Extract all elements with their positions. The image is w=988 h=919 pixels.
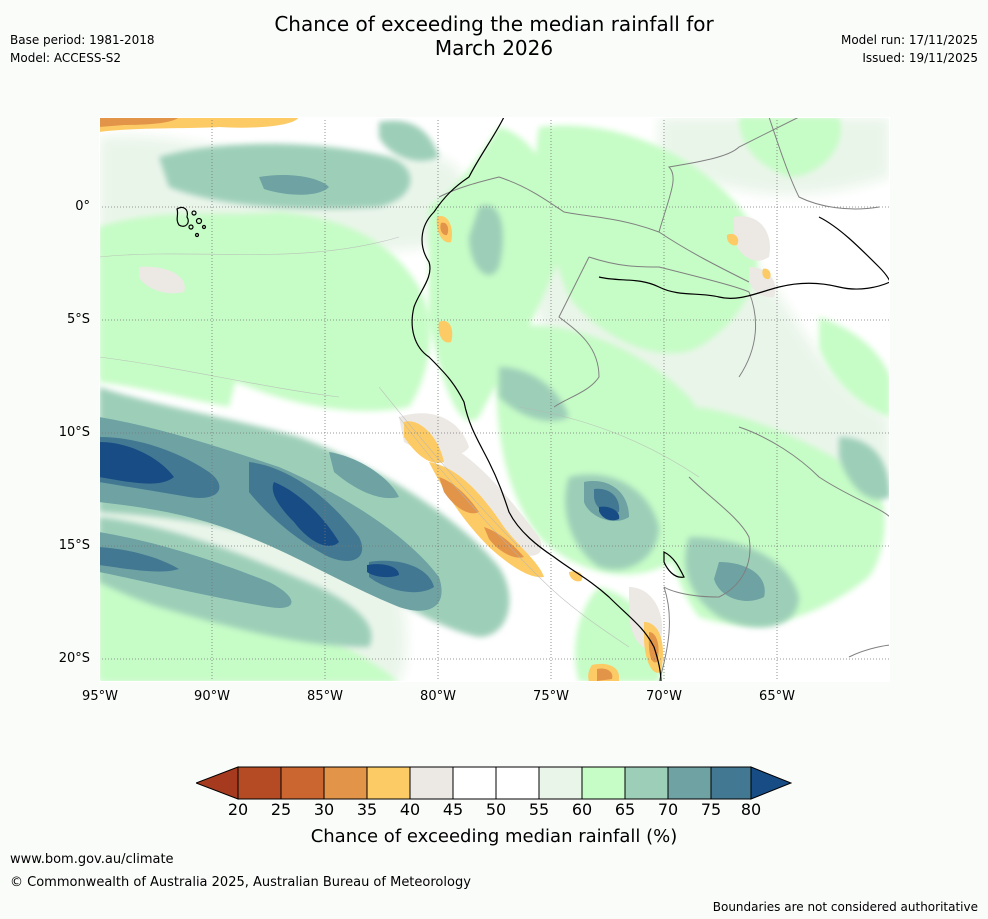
graticule (99, 117, 890, 682)
copyright-text: © Commonwealth of Australia 2025, Austra… (10, 875, 471, 890)
map-title-line2: March 2026 (434, 36, 554, 60)
colorbar-swatch-65-70 (624, 766, 669, 800)
border-peru-brazil (553, 256, 600, 408)
lon-label-95w: 95°W (82, 689, 118, 704)
colorbar-tick-45: 45 (442, 800, 464, 819)
border-peru-bolivia (663, 476, 751, 598)
border-bolivia-brazil (738, 426, 890, 518)
pacific-coastline (411, 117, 662, 682)
colorbar-tick-70: 70 (657, 800, 679, 819)
border-colombia-brazil (658, 117, 800, 233)
colorbar-tick-60: 60 (571, 800, 593, 819)
model-text: Model: ACCESS-S2 (10, 51, 122, 65)
colorbar-swatch-40-45 (409, 766, 454, 800)
colorbar-swatch-35-40 (366, 766, 411, 800)
lon-label-65w: 65°W (759, 689, 795, 704)
field-above-80 (99, 442, 620, 578)
colorbar-tick-30: 30 (313, 800, 335, 819)
colorbar-tick-55: 55 (528, 800, 550, 819)
colorbar-swatch-25-30 (280, 766, 325, 800)
disclaimer-text: Boundaries are not considered authoritat… (712, 900, 978, 914)
colorbar-swatch-50-55 (495, 766, 540, 800)
colorbar-tick-20: 20 (227, 800, 249, 819)
colorbar-low-arrow (196, 766, 239, 800)
colorbar-swatch-75-80 (710, 766, 752, 800)
colorbar-tick-75: 75 (700, 800, 722, 819)
colorbar-swatch-30-35 (323, 766, 368, 800)
issued-text: Issued: 19/11/2025 (862, 51, 978, 65)
colorbar-tick-80: 80 (740, 800, 762, 819)
colorbar-tick-35: 35 (356, 800, 378, 819)
lon-label-85w: 85°W (307, 689, 343, 704)
base-period-text: Base period: 1981-2018 (10, 33, 155, 47)
lon-label-75w: 75°W (533, 689, 569, 704)
lat-label-0: 0° (75, 199, 90, 214)
map-title-line1: Chance of exceeding the median rainfall … (274, 12, 714, 36)
website-text: www.bom.gov.au/climate (10, 852, 174, 867)
colorbar-swatch-55-60 (538, 766, 583, 800)
map-frame (99, 117, 890, 682)
border-brazil-south (588, 256, 757, 378)
border-chile-bolivia (658, 586, 670, 682)
colorbar-high-arrow (750, 766, 792, 800)
amazon-river-outline (598, 276, 890, 299)
colorbar-title: Chance of exceeding median rainfall (%) (310, 826, 678, 847)
colorbar-tick-25: 25 (270, 800, 292, 819)
lon-label-80w: 80°W (420, 689, 456, 704)
colorbar-tick-65: 65 (614, 800, 636, 819)
country-borders (438, 117, 890, 682)
meta-right: Model run: 17/11/2025 Issued: 19/11/2025 (841, 31, 978, 67)
lon-label-90w: 90°W (194, 689, 230, 704)
colorbar (196, 766, 792, 800)
lat-label-10s: 10°S (58, 425, 90, 440)
border-colombia-peru (438, 176, 750, 283)
lat-label-5s: 5°S (66, 312, 90, 327)
lon-label-70w: 70°W (646, 689, 682, 704)
galapagos-islands (176, 206, 207, 238)
lat-label-15s: 15°S (58, 538, 90, 553)
colorbar-swatch-45-50 (452, 766, 497, 800)
lake-titicaca (663, 551, 685, 578)
map-title: Chance of exceeding the median rainfall … (0, 12, 988, 60)
colorbar-swatch-70-75 (667, 766, 712, 800)
contour-lines (99, 236, 700, 648)
colorbar-tick-40: 40 (399, 800, 421, 819)
colorbar-tick-50: 50 (485, 800, 507, 819)
colorbar-swatch-60-65 (581, 766, 626, 800)
lat-label-20s: 20°S (58, 651, 90, 666)
rainfall-probability-map (99, 117, 890, 682)
border-venezuela (768, 117, 880, 210)
probability-field (99, 117, 890, 682)
meta-left: Base period: 1981-2018 Model: ACCESS-S2 (10, 31, 155, 67)
model-run-text: Model run: 17/11/2025 (840, 33, 978, 47)
colorbar-swatch-20-25 (237, 766, 282, 800)
